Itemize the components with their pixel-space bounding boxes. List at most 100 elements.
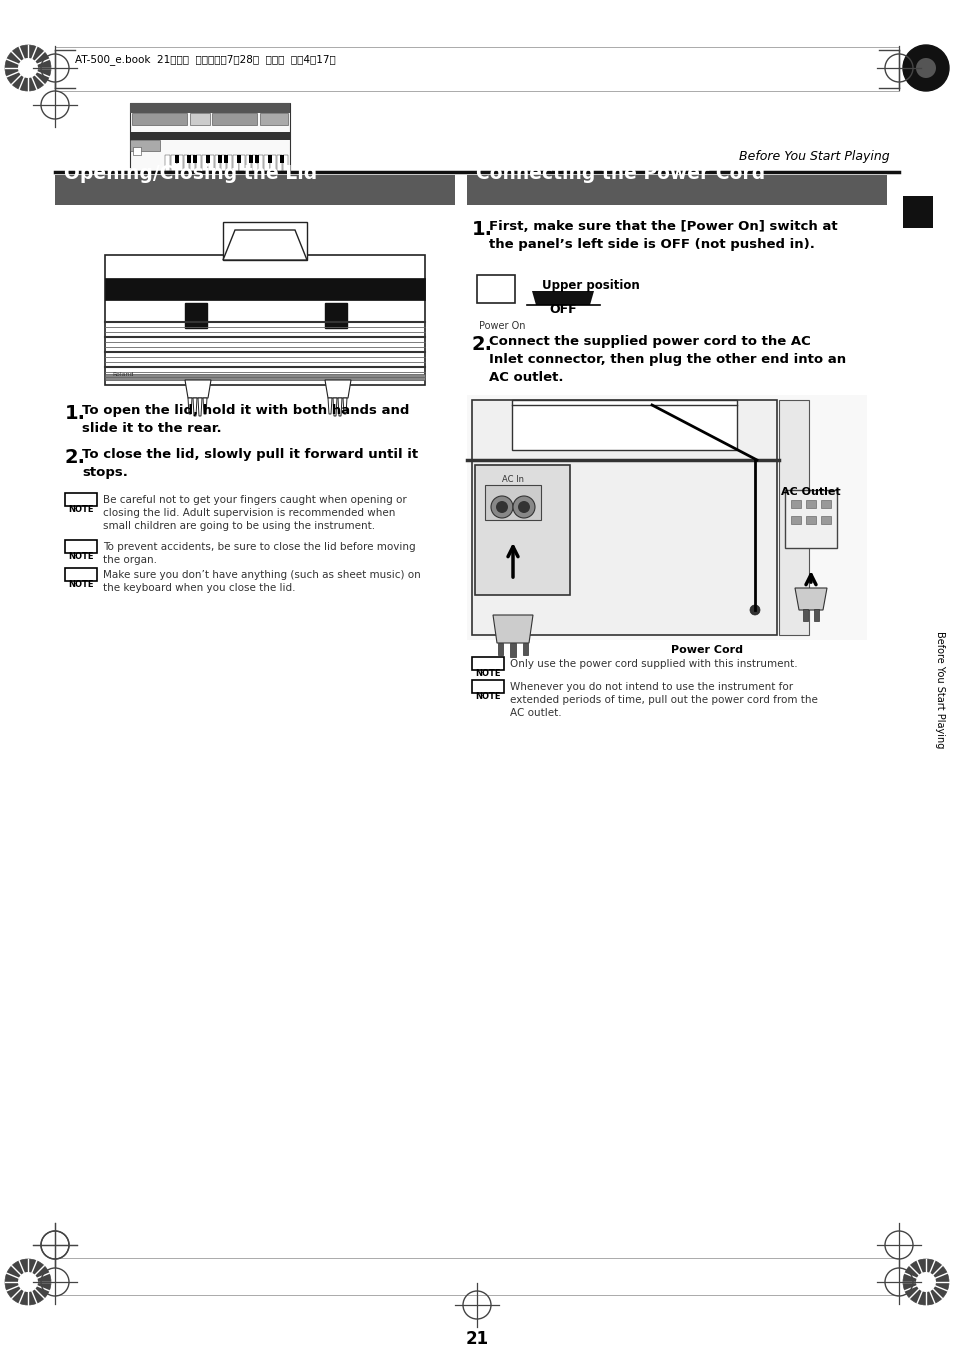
Text: AC In: AC In <box>501 476 523 484</box>
Text: First, make sure that the [Power On] switch at
the panel’s left side is OFF (not: First, make sure that the [Power On] swi… <box>489 220 837 251</box>
Text: Before You Start Playing: Before You Start Playing <box>934 631 944 748</box>
Polygon shape <box>223 230 307 259</box>
Circle shape <box>496 501 507 513</box>
Bar <box>255 155 259 163</box>
Text: 2.: 2. <box>472 335 493 354</box>
Circle shape <box>491 496 513 517</box>
Text: Be careful not to get your fingers caught when opening or
closing the lid. Adult: Be careful not to get your fingers caugh… <box>103 494 406 531</box>
Text: Roland: Roland <box>112 372 133 377</box>
Bar <box>105 255 424 385</box>
Bar <box>249 155 253 163</box>
Bar <box>821 500 830 508</box>
Bar <box>202 155 208 172</box>
Bar <box>467 176 886 205</box>
Bar <box>264 155 270 172</box>
Bar <box>472 400 776 635</box>
Bar <box>190 155 195 172</box>
Text: To prevent accidents, be sure to close the lid before moving
the organ.: To prevent accidents, be sure to close t… <box>103 542 416 565</box>
Bar <box>165 155 171 172</box>
Polygon shape <box>328 399 332 413</box>
Polygon shape <box>203 399 207 413</box>
Text: To open the lid, hold it with both hands and
slide it to the rear.: To open the lid, hold it with both hands… <box>82 404 409 435</box>
Polygon shape <box>337 399 341 416</box>
Text: NOTE: NOTE <box>475 692 500 701</box>
Bar <box>476 276 515 303</box>
Text: Whenever you do not intend to use the instrument for
extended periods of time, p: Whenever you do not intend to use the in… <box>510 682 817 719</box>
Bar <box>212 113 256 126</box>
Bar <box>805 516 815 524</box>
Bar <box>193 155 197 163</box>
Bar <box>245 155 251 172</box>
Circle shape <box>902 45 948 91</box>
Bar <box>821 516 830 524</box>
Bar <box>187 155 191 163</box>
Bar <box>260 113 288 126</box>
Circle shape <box>18 58 38 78</box>
Polygon shape <box>198 399 202 416</box>
Bar <box>475 465 569 594</box>
Bar <box>805 500 815 508</box>
Polygon shape <box>333 399 336 416</box>
Bar <box>227 155 233 172</box>
Text: Connect the supplied power cord to the AC
Inlet connector, then plug the other e: Connect the supplied power cord to the A… <box>489 335 845 384</box>
Polygon shape <box>193 399 196 416</box>
Bar <box>190 113 210 126</box>
Bar <box>282 155 288 172</box>
Polygon shape <box>188 399 192 413</box>
Polygon shape <box>493 615 533 643</box>
Text: AC Outlet: AC Outlet <box>781 486 840 497</box>
Text: To close the lid, slowly pull it forward until it
stops.: To close the lid, slowly pull it forward… <box>82 449 417 480</box>
Text: Only use the power cord supplied with this instrument.: Only use the power cord supplied with th… <box>510 659 797 669</box>
Bar <box>802 609 807 621</box>
FancyBboxPatch shape <box>65 493 97 507</box>
Text: NOTE: NOTE <box>69 553 93 561</box>
Text: 2.: 2. <box>65 449 86 467</box>
Bar <box>174 155 178 163</box>
Bar <box>239 155 245 172</box>
Text: Opening/Closing the Lid: Opening/Closing the Lid <box>64 163 317 182</box>
Text: 21: 21 <box>465 1329 488 1348</box>
Circle shape <box>5 45 51 91</box>
Bar <box>206 155 210 163</box>
FancyBboxPatch shape <box>65 567 97 581</box>
Bar <box>195 155 201 172</box>
Text: Upper position: Upper position <box>541 280 639 292</box>
Text: Before You Start Playing: Before You Start Playing <box>739 150 889 163</box>
Bar <box>132 113 187 126</box>
Bar <box>130 103 290 172</box>
Polygon shape <box>794 588 826 611</box>
Polygon shape <box>325 380 351 399</box>
Bar <box>512 400 737 450</box>
Bar <box>790 516 801 524</box>
Circle shape <box>915 58 935 78</box>
Bar <box>233 155 238 172</box>
Bar <box>55 176 455 205</box>
Bar <box>325 303 347 328</box>
Bar <box>252 155 257 172</box>
Bar <box>220 155 226 172</box>
Bar <box>105 278 424 300</box>
Bar <box>130 103 290 113</box>
Circle shape <box>915 1273 935 1292</box>
Bar <box>105 374 424 380</box>
Text: OFF: OFF <box>549 303 577 316</box>
Bar <box>218 155 222 163</box>
Text: AT-500_e.book  21ページ  ２００８年7月28日  月曜日  午後4時17分: AT-500_e.book 21ページ ２００８年7月28日 月曜日 午後4時1… <box>75 54 335 65</box>
Circle shape <box>513 496 535 517</box>
Bar <box>790 500 801 508</box>
Bar <box>214 155 220 172</box>
Polygon shape <box>185 380 211 399</box>
Bar <box>813 609 818 621</box>
Bar <box>467 394 866 640</box>
Bar <box>784 490 836 549</box>
Bar <box>177 155 183 172</box>
Text: 1.: 1. <box>472 220 493 239</box>
Bar <box>223 222 307 259</box>
Circle shape <box>749 605 760 615</box>
Text: NOTE: NOTE <box>69 505 93 513</box>
Polygon shape <box>532 290 594 305</box>
Text: NOTE: NOTE <box>475 669 500 678</box>
Bar <box>90 220 439 385</box>
Bar <box>185 303 207 328</box>
Bar <box>779 400 808 635</box>
